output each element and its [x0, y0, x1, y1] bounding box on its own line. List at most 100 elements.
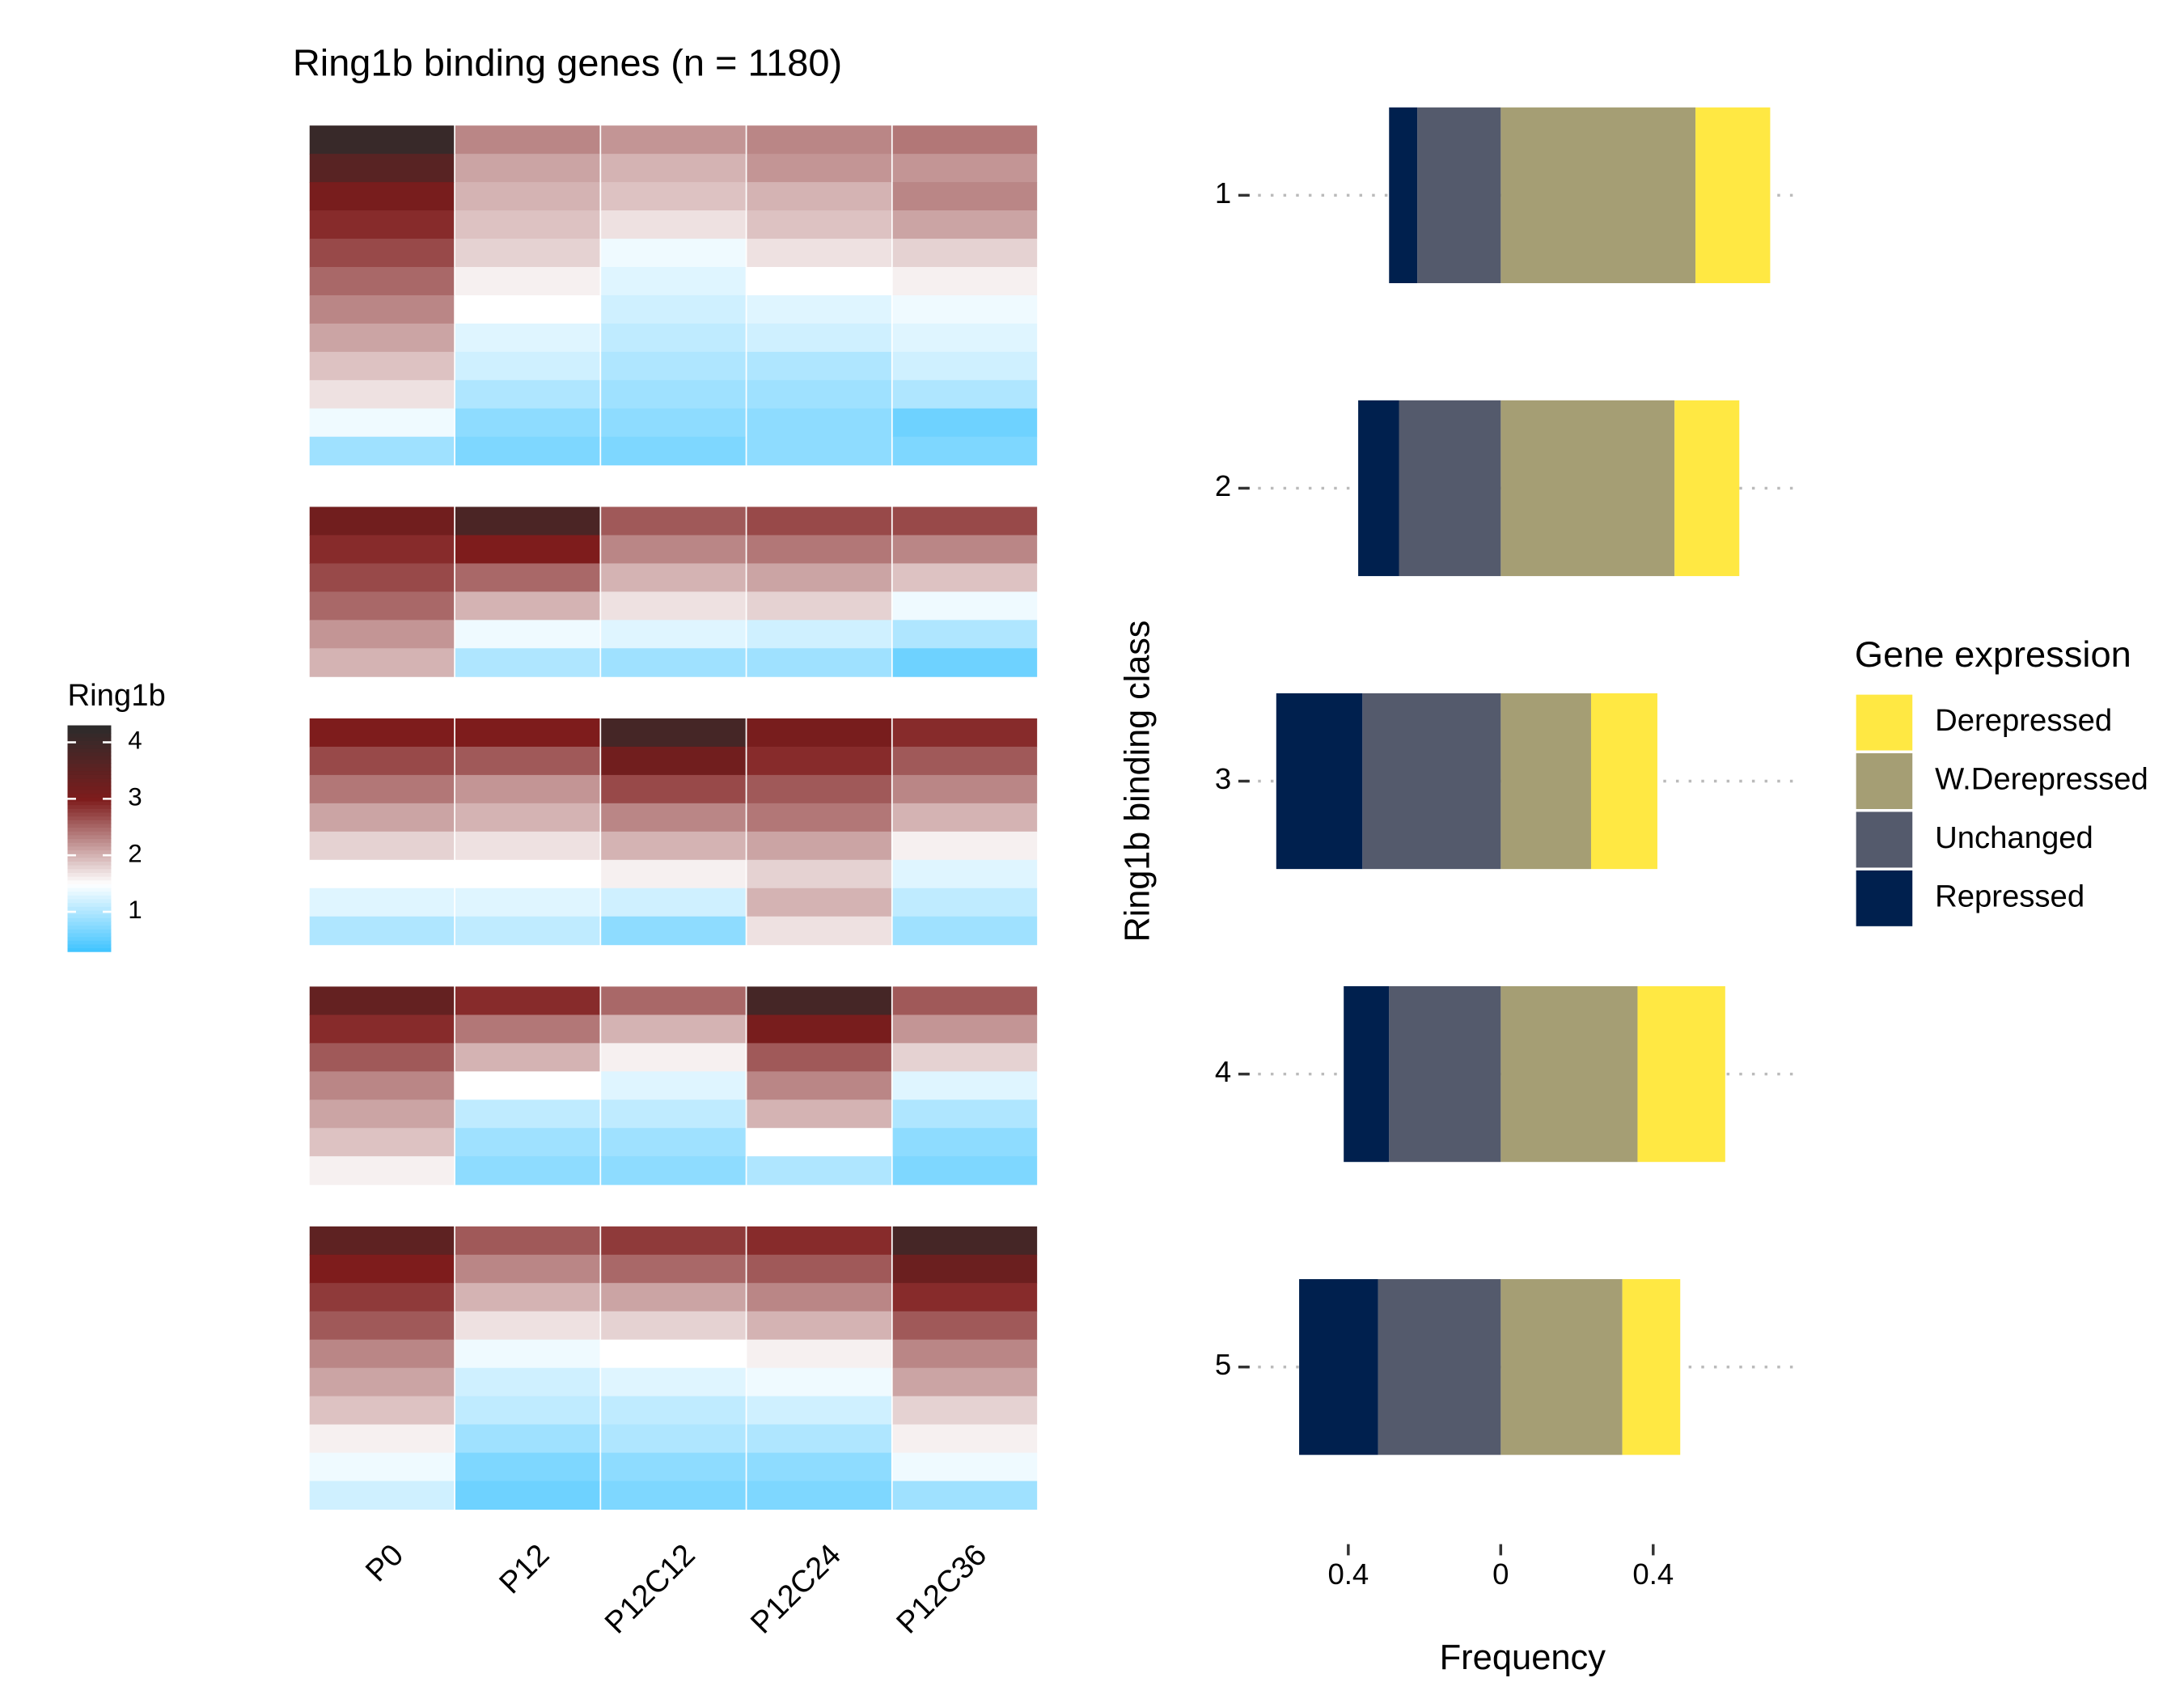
- heat-cell: [892, 408, 1038, 438]
- heat-cell: [747, 718, 891, 748]
- x-tick-label: 0.4: [1632, 1557, 1674, 1591]
- heat-cell: [892, 803, 1038, 833]
- heat-cell: [747, 746, 891, 776]
- colorbar-step: [67, 883, 112, 888]
- heat-cell: [892, 888, 1038, 917]
- bar-segment: [1399, 400, 1501, 577]
- x-tick-label: 0: [1492, 1557, 1509, 1591]
- heat-cell: [309, 746, 455, 776]
- heat-cell: [455, 803, 600, 833]
- colorbar-step: [67, 793, 112, 798]
- colorbar-step: [67, 875, 112, 881]
- heat-cell: [455, 620, 600, 649]
- heat-cell: [601, 986, 746, 1015]
- heat-cell: [455, 1156, 600, 1185]
- heat-cell: [747, 563, 891, 592]
- colorbar-step: [67, 748, 112, 753]
- colorbar-step: [67, 819, 112, 824]
- heat-cell: [892, 125, 1038, 155]
- heat-cell: [309, 1015, 455, 1044]
- heat-cell: [747, 1424, 891, 1454]
- heat-cell: [455, 774, 600, 804]
- heat-cell: [601, 1452, 746, 1482]
- heat-cell: [747, 986, 891, 1015]
- colorbar-step: [67, 797, 112, 802]
- heat-cell: [892, 379, 1038, 409]
- heat-cell: [601, 210, 746, 239]
- heat-cell: [309, 408, 455, 438]
- colorbar-step: [67, 906, 112, 911]
- heat-cell: [455, 1396, 600, 1426]
- heat-cell: [747, 1128, 891, 1157]
- heat-cell: [601, 746, 746, 776]
- heat-cell: [892, 294, 1038, 324]
- heat-cell: [455, 182, 600, 211]
- heat-cell: [601, 351, 746, 381]
- heat-cell: [601, 1254, 746, 1284]
- column-label: P12C36: [891, 1538, 994, 1640]
- heat-cell: [455, 591, 600, 621]
- heat-cell: [601, 888, 746, 917]
- heat-cell: [747, 1282, 891, 1312]
- heat-cell: [747, 620, 891, 649]
- heat-cell: [747, 591, 891, 621]
- heat-cell: [892, 210, 1038, 239]
- heat-cell: [455, 1254, 600, 1284]
- bar-segment: [1637, 985, 1725, 1163]
- bar-segment: [1622, 1279, 1681, 1455]
- colorbar-step: [67, 943, 112, 949]
- heat-cell: [747, 266, 891, 296]
- heat-cell: [601, 182, 746, 211]
- heat-cell: [601, 1481, 746, 1510]
- heat-cell: [309, 294, 455, 324]
- heat-cell: [309, 859, 455, 889]
- heat-cell: [309, 154, 455, 183]
- y-tick-label: 4: [1215, 1055, 1231, 1088]
- heat-cell: [892, 648, 1038, 677]
- heat-cell: [601, 831, 746, 861]
- heat-cell: [892, 1071, 1038, 1100]
- heat-cell: [747, 154, 891, 183]
- heat-cell: [747, 1071, 891, 1100]
- heat-cell: [892, 859, 1038, 889]
- heat-cell: [892, 1099, 1038, 1129]
- legend-label: Repressed: [1935, 880, 2085, 914]
- colorbar-tick-label: 4: [128, 727, 142, 755]
- heat-cell: [892, 620, 1038, 649]
- heat-cell: [601, 1099, 746, 1129]
- heat-cell: [601, 859, 746, 889]
- heat-cell: [747, 351, 891, 381]
- heat-cell: [747, 379, 891, 409]
- heat-cell: [892, 323, 1038, 353]
- bar-segment: [1500, 1279, 1623, 1455]
- legend-title: Gene expression: [1855, 633, 2131, 675]
- colorbar-tick-label: 2: [128, 839, 142, 867]
- heat-cell: [455, 1015, 600, 1044]
- heat-cell: [892, 1367, 1038, 1397]
- heat-cell: [309, 620, 455, 649]
- bar-segment: [1695, 107, 1771, 283]
- column-label: P0: [359, 1538, 410, 1588]
- heat-cell: [601, 408, 746, 438]
- heat-cell: [747, 1156, 891, 1185]
- heat-cell: [601, 1071, 746, 1100]
- heat-cell: [455, 1043, 600, 1072]
- heat-cell: [309, 986, 455, 1015]
- colorbar-step: [67, 939, 112, 945]
- heat-cell: [601, 1339, 746, 1369]
- heat-cell: [309, 182, 455, 211]
- colorbar-step: [67, 887, 112, 892]
- heat-cell: [455, 351, 600, 381]
- heat-cell: [455, 266, 600, 296]
- heat-cell: [601, 1367, 746, 1397]
- heat-cell: [747, 1367, 891, 1397]
- colorbar-step: [67, 830, 112, 836]
- colorbar-step: [67, 807, 112, 813]
- heat-cell: [747, 1452, 891, 1482]
- heat-cell: [747, 239, 891, 268]
- colorbar-step: [67, 845, 112, 851]
- colorbar-step: [67, 766, 112, 772]
- heat-cell: [892, 182, 1038, 211]
- column-label: P12C24: [744, 1538, 848, 1640]
- heat-cell: [892, 986, 1038, 1015]
